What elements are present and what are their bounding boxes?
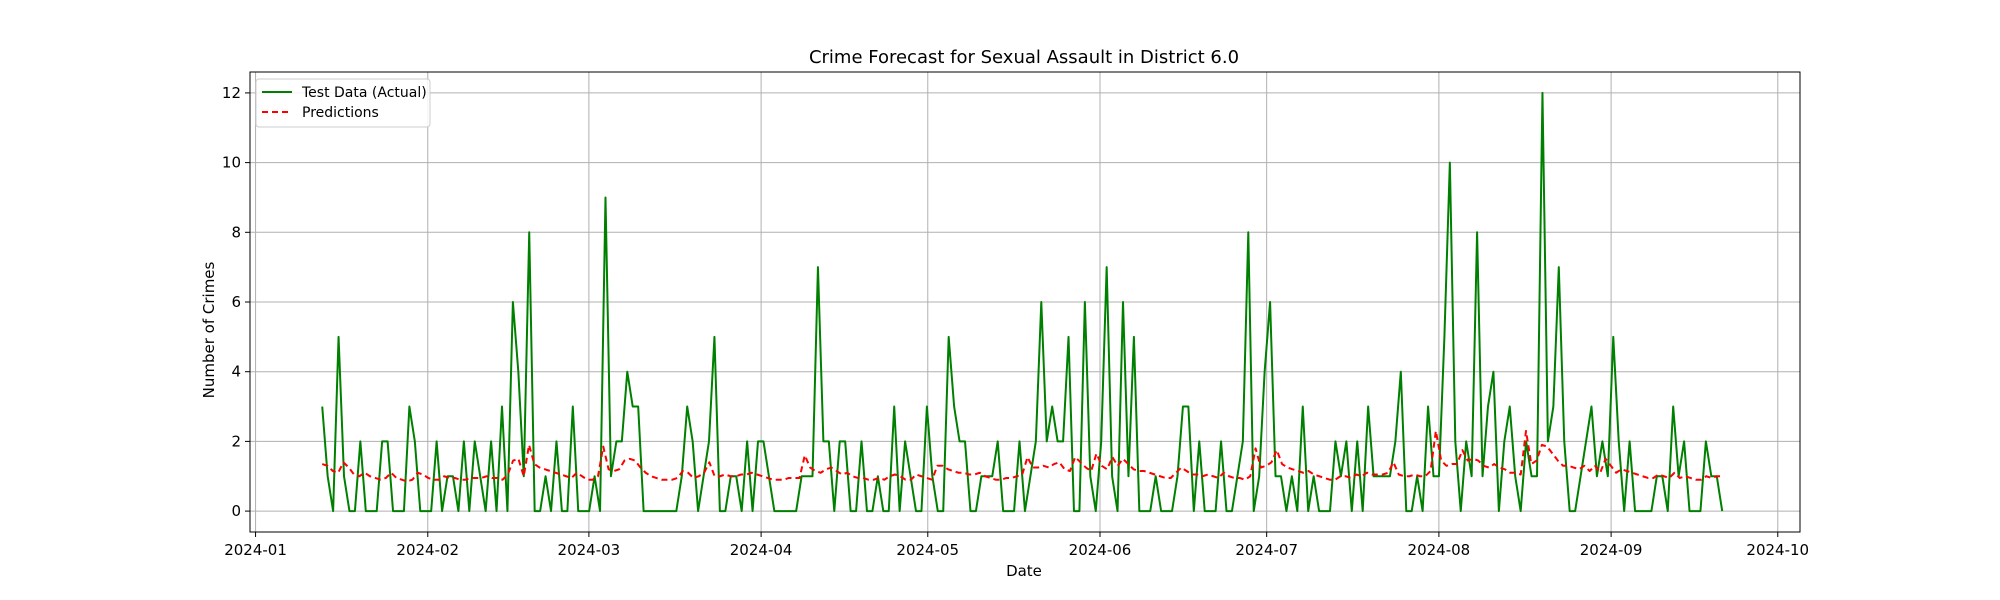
series-layer (321, 91, 1724, 513)
y-tick-label: 8 (231, 223, 241, 241)
chart-title: Crime Forecast for Sexual Assault in Dis… (809, 47, 1239, 68)
x-tick-label: 2024-08 (1408, 541, 1471, 559)
y-tick-label: 10 (222, 154, 241, 172)
legend: Test Data (Actual) Predictions (255, 78, 431, 128)
legend-box (255, 78, 431, 128)
x-tick-label: 2024-03 (558, 541, 621, 559)
axis-ticks: 0 2 4 6 8 10 12 2024-01 2024-02 2024-03 2024-04 202… (222, 84, 1809, 559)
x-tick-label: 2024-01 (224, 541, 287, 559)
x-tick-label: 2024-02 (396, 541, 459, 559)
x-axis-label: Date (1006, 562, 1042, 580)
series-line-actual (321, 91, 1724, 513)
y-tick-label: 6 (231, 293, 241, 311)
y-tick-label: 0 (231, 502, 241, 520)
y-axis-label: Number of Crimes (200, 261, 218, 398)
x-tick-label: 2024-07 (1235, 541, 1298, 559)
grid (250, 72, 1800, 532)
y-tick-label: 12 (222, 84, 241, 102)
x-tick-label: 2024-06 (1069, 541, 1132, 559)
legend-label-predictions: Predictions (302, 105, 379, 121)
x-tick-label: 2024-09 (1580, 541, 1643, 559)
y-tick-label: 2 (231, 432, 241, 450)
x-tick-label: 2024-10 (1746, 541, 1809, 559)
legend-label-actual: Test Data (Actual) (301, 85, 427, 101)
series-line-predictions (321, 429, 1723, 483)
x-tick-label: 2024-04 (730, 541, 793, 559)
y-tick-label: 4 (231, 363, 241, 381)
x-tick-label: 2024-05 (896, 541, 959, 559)
